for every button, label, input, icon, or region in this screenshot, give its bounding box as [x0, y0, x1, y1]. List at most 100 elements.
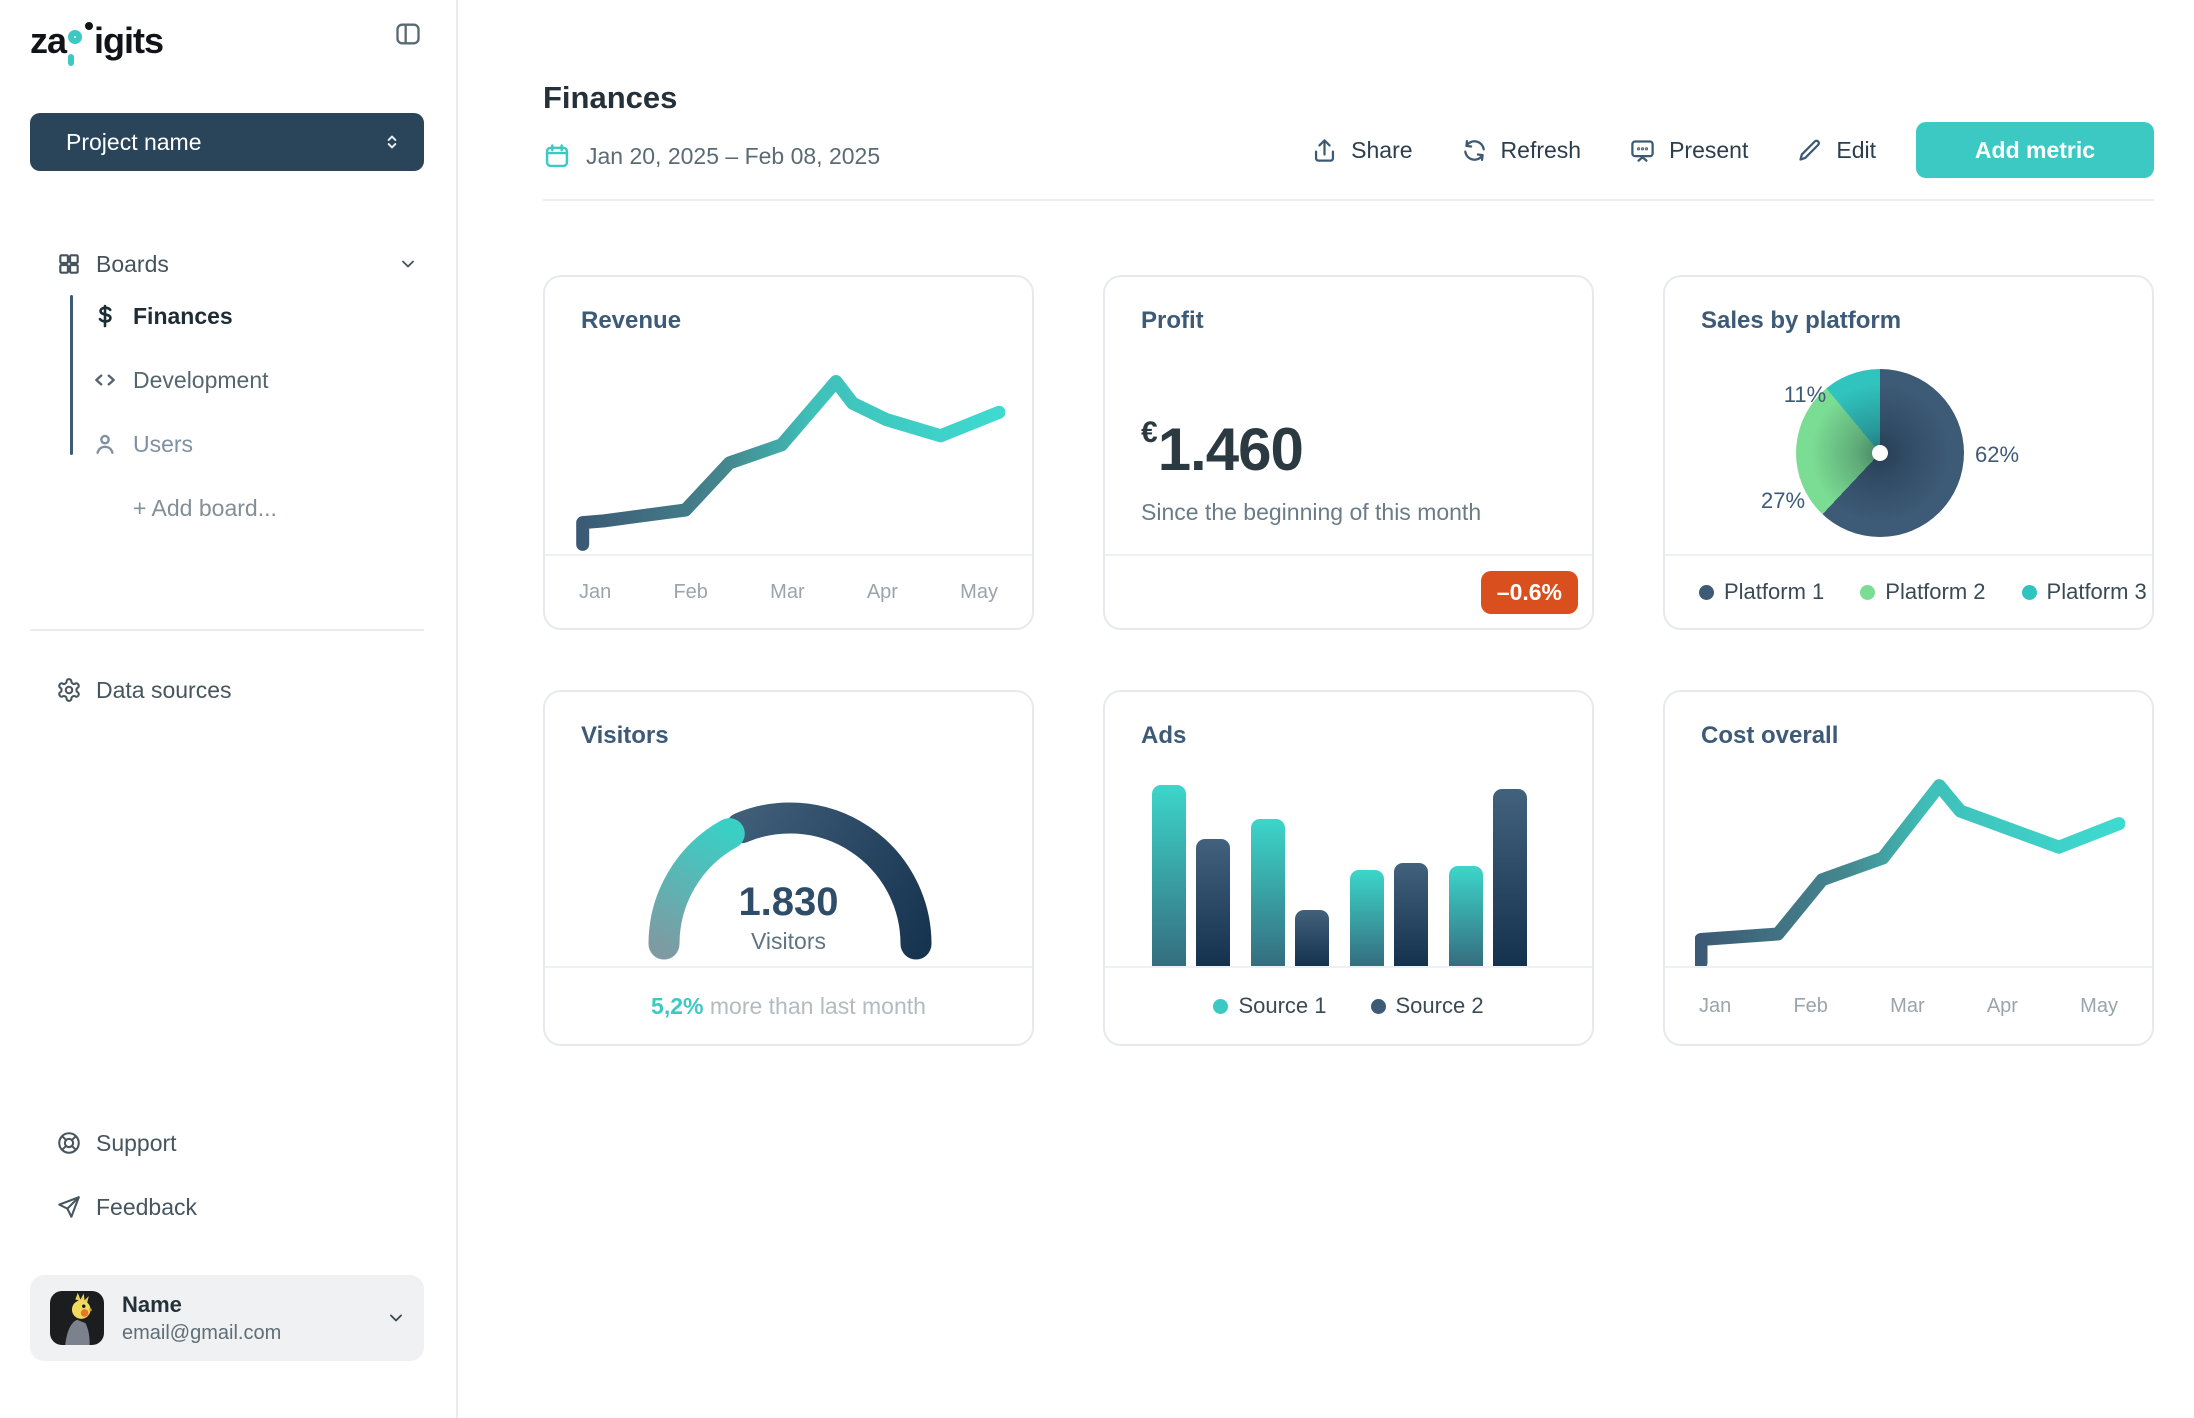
card-sales-by-platform: Sales by platform 11% 27% 62% Platform 1…: [1663, 275, 2154, 630]
sidebar-item-boards[interactable]: Boards: [30, 242, 424, 286]
x-tick: Jan: [579, 580, 612, 603]
profit-footer: –0.6%: [1105, 554, 1592, 628]
sidebar-item-label: Boards: [96, 250, 169, 277]
visitors-footer: 5,2% more than last month: [545, 966, 1032, 1044]
visitors-footer-text: more than last month: [709, 992, 926, 1019]
bar-source-2: [1493, 789, 1527, 966]
card-title: Visitors: [581, 722, 669, 749]
add-board-label: + Add board...: [133, 494, 277, 521]
chevron-down-icon[interactable]: [398, 254, 418, 274]
chevron-up-down-icon: [382, 132, 402, 152]
legend-dot: [2021, 584, 2037, 600]
sidebar-item-label: Users: [133, 430, 194, 457]
card-revenue: Revenue Jan Feb Mar Apr May: [543, 275, 1034, 630]
avatar: [50, 1291, 104, 1345]
present-button[interactable]: Present: [1629, 137, 1748, 164]
share-button[interactable]: Share: [1311, 136, 1413, 164]
x-tick: Feb: [1793, 994, 1828, 1017]
visitors-gauge-chart: [630, 784, 950, 964]
legend-item: Source 2: [1370, 993, 1484, 1019]
revenue-x-axis: Jan Feb Mar Apr May: [545, 554, 1032, 628]
sidebar-item-users[interactable]: Users: [92, 424, 422, 464]
sidebar-item-support[interactable]: Support: [30, 1121, 424, 1165]
pie-slice-label: 27%: [1760, 488, 1806, 513]
x-tick: Apr: [1986, 994, 2018, 1017]
lifebuoy-icon: [56, 1130, 82, 1156]
sidebar-collapse-icon[interactable]: [394, 20, 422, 48]
card-cost-overall: Cost overall Jan Feb Mar Apr May: [1663, 690, 2154, 1046]
sidebar-divider: [30, 629, 424, 631]
bar-source-1: [1251, 819, 1285, 966]
sales-legend: Platform 1 Platform 2 Platform 3: [1665, 554, 2152, 628]
sidebar: za igits Project name Boards Finances De…: [0, 0, 458, 1418]
x-tick: Mar: [770, 580, 805, 603]
profit-subtitle: Since the beginning of this month: [1141, 499, 1482, 525]
cost-line-chart: [1694, 776, 2126, 970]
legend-dot: [1699, 584, 1714, 600]
card-title: Cost overall: [1701, 722, 1839, 749]
profile-card[interactable]: Name email@gmail.com: [30, 1275, 424, 1361]
bar-source-1: [1152, 785, 1186, 966]
page-title: Finances: [543, 80, 678, 115]
add-board-button[interactable]: + Add board...: [133, 488, 463, 528]
ads-bar-chart: [1152, 784, 1527, 966]
add-metric-button[interactable]: Add metric: [1916, 122, 2154, 178]
card-title: Profit: [1141, 307, 1204, 334]
sidebar-item-data-sources[interactable]: Data sources: [30, 668, 424, 712]
x-tick: May: [960, 580, 998, 603]
edit-label: Edit: [1836, 136, 1876, 163]
logo-p-glyph: [67, 20, 94, 66]
presentation-icon: [1629, 137, 1656, 164]
refresh-button[interactable]: Refresh: [1461, 136, 1582, 164]
card-profit: Profit €1.460 Since the beginning of thi…: [1103, 275, 1594, 630]
sidebar-item-development[interactable]: Development: [92, 360, 422, 400]
sidebar-item-label: Development: [133, 366, 269, 393]
project-selector[interactable]: Project name: [30, 113, 424, 171]
refresh-icon: [1461, 137, 1488, 164]
logo-text-suffix: igits: [94, 20, 164, 61]
x-tick: May: [2080, 994, 2118, 1017]
grid-icon: [56, 251, 82, 277]
bar-source-2: [1394, 863, 1428, 966]
share-label: Share: [1351, 136, 1413, 163]
legend-dot: [1213, 998, 1229, 1014]
send-icon: [56, 1194, 82, 1220]
card-visitors: Visitors 1.830 Visitors 5,2% more than l…: [543, 690, 1034, 1046]
header-divider: [543, 199, 2154, 201]
legend-item: Source 1: [1213, 993, 1327, 1019]
profit-value: €1.460: [1141, 416, 1304, 483]
revenue-line-chart: [575, 361, 1006, 552]
sidebar-item-finances[interactable]: Finances: [92, 296, 422, 336]
user-icon: [92, 431, 118, 457]
sidebar-item-feedback[interactable]: Feedback: [30, 1185, 424, 1229]
date-range-picker[interactable]: Jan 20, 2025 – Feb 08, 2025: [543, 140, 880, 172]
x-tick: Apr: [866, 580, 898, 603]
legend-dot: [1370, 998, 1386, 1014]
ads-legend: Source 1 Source 2: [1105, 966, 1592, 1044]
bar-source-2: [1196, 839, 1230, 966]
delta-badge: –0.6%: [1480, 570, 1578, 614]
code-icon: [92, 367, 118, 393]
present-label: Present: [1669, 136, 1749, 163]
visitors-unit: Visitors: [751, 928, 826, 954]
chevron-down-icon: [386, 1308, 406, 1328]
bar-source-1: [1350, 870, 1384, 966]
sidebar-item-label: Data sources: [96, 676, 232, 703]
visitors-delta: 5,2%: [651, 992, 704, 1019]
logo-text-prefix: za: [30, 20, 67, 61]
currency-symbol: €: [1141, 416, 1158, 449]
cost-x-axis: Jan Feb Mar Apr May: [1665, 966, 2152, 1044]
card-title: Ads: [1141, 722, 1187, 749]
share-icon: [1311, 137, 1338, 164]
sidebar-item-label: Finances: [133, 302, 233, 329]
refresh-label: Refresh: [1500, 136, 1582, 163]
pie-slice-label: 62%: [1974, 442, 2020, 467]
legend-dot: [1860, 584, 1876, 600]
edit-button[interactable]: Edit: [1796, 137, 1876, 164]
x-tick: Feb: [673, 580, 708, 603]
sidebar-item-label: Feedback: [96, 1193, 198, 1220]
bar-source-2: [1295, 910, 1329, 966]
calendar-icon: [543, 142, 571, 170]
project-selector-label: Project name: [66, 128, 202, 155]
bar-source-1: [1449, 866, 1483, 966]
